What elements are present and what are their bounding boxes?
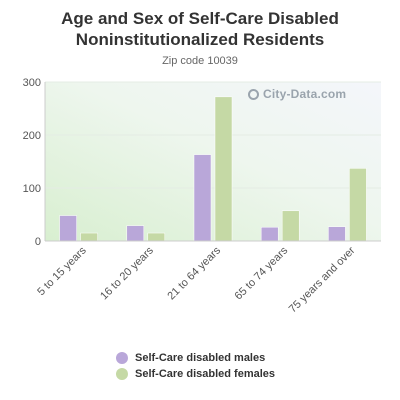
legend-item-males: Self-Care disabled males [116,350,275,366]
bar-males [328,226,346,242]
y-tick-label: 0 [35,236,41,248]
legend-swatch-females [116,368,128,380]
magnifier-icon [248,88,259,100]
chart-title: Age and Sex of Self-Care Disabled Nonins… [0,8,400,50]
bar-females [147,232,166,242]
chart-title-line-1: Age and Sex of Self-Care Disabled [61,9,339,28]
chart-subtitle: Zip code 10039 [162,55,238,67]
bar-males [193,154,212,242]
legend-item-females: Self-Care disabled females [116,366,275,382]
y-tick-label: 300 [23,77,41,89]
x-tick-label: 5 to 15 years [35,244,89,298]
grid-lines [45,81,381,189]
legend-label-males: Self-Care disabled males [135,352,266,364]
watermark-text: City-Data.com [263,87,347,101]
legend: Self-Care disabled males Self-Care disab… [116,350,275,382]
y-axis: 0 100 200 300 [23,77,46,248]
bar-females [281,210,300,242]
bar-males [59,215,77,242]
legend-swatch-males [116,352,128,364]
watermark: City-Data.com [248,87,346,101]
bar-females [214,96,233,242]
bar-females [349,168,367,242]
legend-label-females: Self-Care disabled females [135,368,276,380]
x-axis: 5 to 15 years 16 to 20 years 21 to 64 year… [35,240,381,315]
x-tick-label: 21 to 64 years [165,244,223,302]
bars [59,96,367,242]
x-tick-label: 16 to 20 years [98,244,156,302]
x-tick-label: 75 years and over [287,244,358,315]
plot-area [45,82,381,241]
x-tick-label: 65 to 74 years [233,244,291,302]
bar-females [80,232,98,242]
bar-males [260,226,279,242]
chart-title-line-2: Noninstitutionalized Residents [75,30,325,49]
y-tick-label: 200 [23,130,41,142]
y-tick-label: 100 [23,183,41,195]
bar-males [126,225,145,242]
